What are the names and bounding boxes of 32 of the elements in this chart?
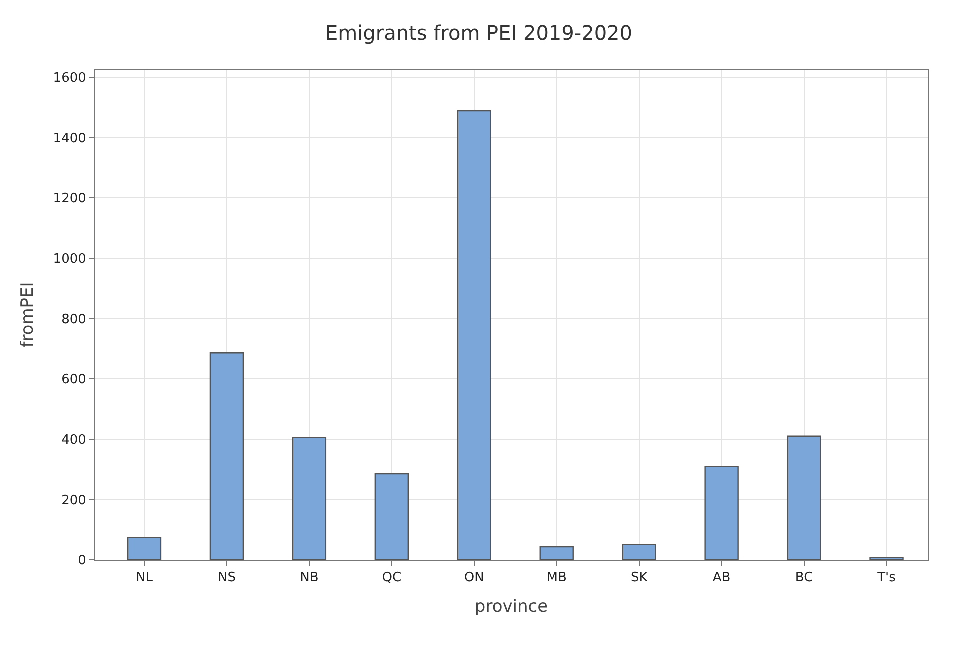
y-tick-label: 800 <box>62 312 86 328</box>
x-tick-label: T's <box>876 570 896 586</box>
bar <box>210 352 244 560</box>
x-tick-label: QC <box>382 570 402 586</box>
y-tick-label: 1400 <box>53 131 86 146</box>
x-tick-label: AB <box>712 570 731 586</box>
x-tick-label: MB <box>546 570 567 586</box>
bar <box>622 544 656 560</box>
y-tick-label: 600 <box>62 372 86 388</box>
x-tick-label: SK <box>630 570 648 586</box>
bar <box>787 436 822 560</box>
bar <box>870 557 904 560</box>
bar <box>540 546 574 560</box>
x-tick-label: NL <box>136 570 154 586</box>
y-tick-label: 1200 <box>53 192 86 207</box>
bar <box>704 466 739 560</box>
x-tick-label: ON <box>464 570 484 586</box>
x-tick-label: NS <box>218 570 236 586</box>
x-tick-label: BC <box>795 570 814 586</box>
y-tick-label: 1000 <box>53 252 86 268</box>
x-tick-label: NB <box>300 570 319 586</box>
y-axis-title: fromPEI <box>18 282 38 348</box>
bar <box>127 537 162 560</box>
x-axis-title: province <box>474 597 548 617</box>
y-tick-label: 200 <box>62 493 86 508</box>
chart-title: Emigrants from PEI 2019-2020 <box>325 20 633 45</box>
bar <box>374 473 410 560</box>
bar <box>457 110 492 560</box>
y-tick-label: 400 <box>62 432 86 448</box>
y-tick-label: 0 <box>78 554 86 569</box>
y-tick-label: 1600 <box>53 71 86 86</box>
bar <box>292 437 327 560</box>
